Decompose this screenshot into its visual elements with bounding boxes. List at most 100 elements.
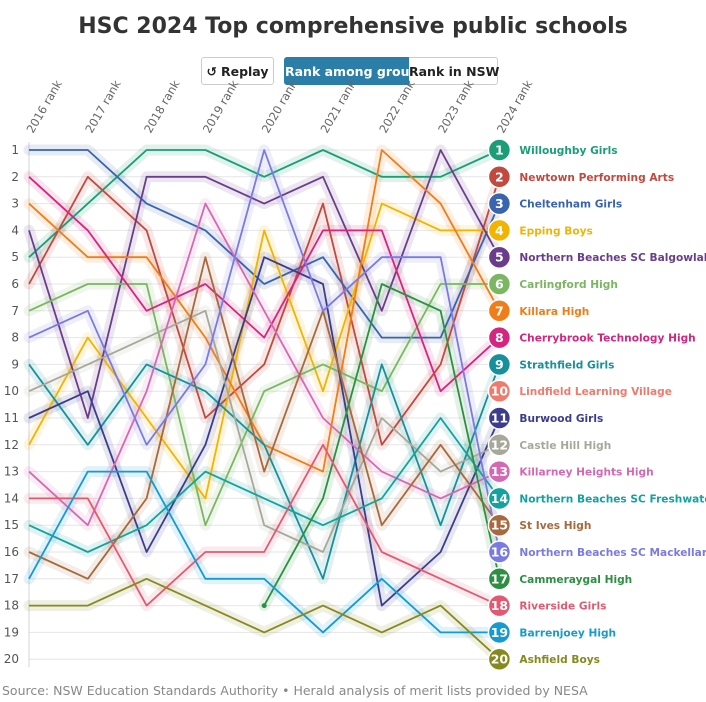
x-tick-label: 2024 rank (494, 77, 536, 135)
series-end-cammeraygal-high: 17 Cammeraygal High (487, 567, 632, 591)
rank-badge-number: 19 (491, 625, 508, 640)
series-line-ashfield-boys (29, 577, 501, 660)
y-tick-label: 5 (11, 250, 19, 264)
rank-badge-number: 16 (491, 545, 509, 560)
source-note: Source: NSW Education Standards Authorit… (2, 683, 588, 698)
y-tick-label: 18 (4, 599, 19, 613)
series-line-riverside-girls (29, 443, 500, 607)
series-end-ashfield-boys: 20 Ashfield Boys (487, 647, 600, 671)
series-end-carlingford-high: 6 Carlingford High (487, 272, 618, 296)
replay-button[interactable]: ↺ Replay (201, 57, 274, 85)
rank-badge-number: 17 (491, 571, 508, 586)
y-tick-label: 4 (11, 223, 19, 237)
rank-badge-number: 10 (491, 384, 509, 399)
chart-title: HSC 2024 Top comprehensive public school… (78, 14, 628, 39)
x-axis: 2016 rank 2017 rank 2018 rank 2019 rank 2020… (23, 77, 535, 135)
rank-badge (487, 325, 512, 350)
x-tick-label: 2019 rank (200, 77, 242, 135)
series-line-northern-beaches-sc-balgowlah-boys (28, 149, 501, 419)
y-tick-label: 20 (4, 652, 19, 666)
series-end-northern-beaches-sc-mackellar: 16 Northern Beaches SC Mackellar (487, 540, 706, 564)
y-tick-label: 7 (11, 304, 19, 318)
rank-badge-number: 5 (495, 250, 504, 265)
series-line-northern-beaches-sc-mackellar (28, 149, 501, 553)
replay-icon: ↺ (206, 64, 217, 79)
rank-badge-number: 13 (491, 464, 508, 479)
series-label: Carlingford High (519, 279, 618, 291)
series-end-st-ives-high: 15 St Ives High (487, 513, 591, 537)
y-tick-label: 12 (4, 438, 19, 452)
series-end-cherrybrook-technology-high: 8 Cherrybrook Technology High (487, 325, 696, 350)
series-line-cammeraygal-high (263, 283, 501, 607)
rank-badge-number: 15 (491, 518, 508, 533)
series-label: Ashfield Boys (519, 654, 600, 666)
series-end-newtown-performing-arts: 2 Newtown Performing Arts (487, 165, 674, 189)
series-label: Northern Beaches SC Balgowlah Boys (519, 252, 706, 264)
rank-badge (487, 567, 512, 591)
rank-badge-number: 20 (491, 652, 509, 667)
rank-badge (487, 352, 512, 377)
y-tick-label: 15 (4, 518, 19, 532)
rank-badge (487, 138, 512, 162)
series-end-killarney-heights-high: 13 Killarney Heights High (487, 459, 654, 484)
series-start-point-cammeraygal-high (261, 603, 267, 609)
y-tick-label: 17 (4, 572, 19, 586)
series-line-killarney-heights-high (28, 202, 500, 527)
series-label: Burwood Girls (519, 413, 603, 425)
series-label: Killarney Heights High (519, 467, 653, 479)
rank-badge (487, 647, 512, 671)
rank-badge (487, 379, 512, 403)
x-tick-label: 2017 rank (82, 77, 124, 135)
rank-badge-number: 4 (495, 223, 504, 238)
series-end-northern-beaches-sc-freshwater: 14 Northern Beaches SC Freshwater (487, 486, 706, 511)
rank-among-group-button[interactable]: Rank among group (284, 57, 418, 85)
rank-badge (487, 299, 512, 323)
rank-badge-number: 11 (491, 411, 508, 426)
rank-badge (487, 513, 512, 537)
series-end-riverside-girls: 18 Riverside Girls (487, 593, 606, 618)
series-label: Newtown Performing Arts (519, 172, 674, 184)
series-labels: 1 Willoughby Girls 2 Newtown Performing Art… (487, 138, 706, 671)
x-tick-label: 2021 rank (317, 77, 359, 135)
series-label: Epping Boys (519, 225, 592, 237)
y-tick-label: 14 (4, 491, 19, 505)
rank-badge (487, 165, 512, 189)
x-tick-label: 2018 rank (141, 77, 183, 135)
series-end-epping-boys: 4 Epping Boys (487, 218, 593, 243)
series-end-northern-beaches-sc-balgowlah-boys: 5 Northern Beaches SC Balgowlah Boys (487, 245, 706, 269)
rank-badge-number: 7 (495, 303, 504, 318)
series-label: Killara High (519, 306, 589, 318)
rank-badge-number: 2 (495, 169, 504, 184)
y-tick-label: 1 (11, 143, 19, 157)
series-end-barrenjoey-high: 19 Barrenjoey High (487, 620, 616, 645)
series-label: Willoughby Girls (519, 145, 617, 157)
series-label: Castle Hill High (519, 440, 611, 452)
series-end-burwood-girls: 11 Burwood Girls (487, 406, 603, 430)
series-end-cheltenham-girls: 3 Cheltenham Girls (487, 191, 622, 216)
rank-badge (487, 218, 512, 243)
x-tick-label: 2016 rank (23, 77, 65, 135)
series-line-northern-beaches-sc-freshwater (28, 417, 501, 553)
series-end-willoughby-girls: 1 Willoughby Girls (487, 138, 618, 162)
series-line-st-ives-high (28, 256, 501, 580)
y-tick-label: 3 (11, 197, 19, 211)
y-tick-label: 13 (4, 465, 19, 479)
series-end-lindfield-learning-village: 10 Lindfield Learning Village (487, 379, 672, 403)
series-line-carlingford-high (28, 283, 500, 527)
series-end-killara-high: 7 Killara High (487, 299, 589, 323)
series-line-epping-boys (28, 202, 500, 500)
rank-badge-number: 18 (491, 598, 508, 613)
series-label: Barrenjoey High (519, 627, 616, 639)
rank-badge-number: 1 (495, 143, 504, 158)
rank-badge-number: 6 (495, 277, 504, 292)
y-tick-label: 6 (11, 277, 19, 291)
rank-badge (487, 593, 512, 618)
x-tick-label: 2022 rank (376, 77, 418, 135)
y-tick-label: 2 (11, 170, 19, 184)
rank-in-nsw-button[interactable]: Rank in NSW (409, 57, 499, 85)
rank-badge (487, 540, 512, 564)
x-tick-label: 2023 rank (435, 77, 477, 135)
y-tick-label: 16 (4, 545, 19, 559)
rank-badge (487, 406, 512, 430)
